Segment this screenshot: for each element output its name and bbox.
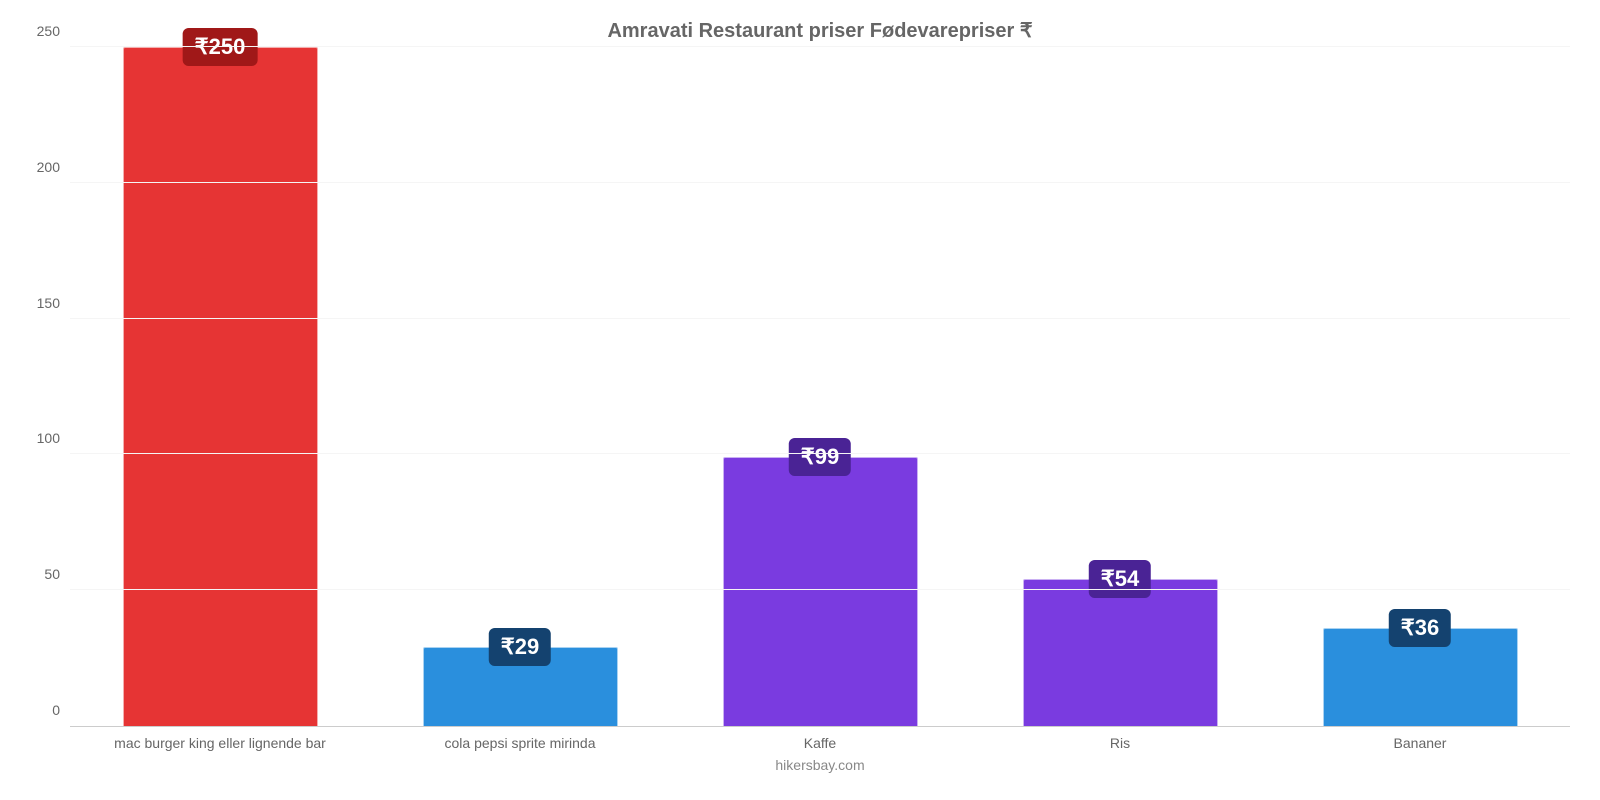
value-badge: ₹36 (1389, 609, 1451, 647)
value-badge: ₹54 (1089, 560, 1151, 598)
bar-slot: ₹36 (1270, 47, 1570, 726)
chart-title: Amravati Restaurant priser Fødevareprise… (70, 10, 1570, 47)
value-badge: ₹99 (789, 438, 851, 476)
bar (1023, 579, 1218, 726)
bar-slot: ₹54 (970, 47, 1270, 726)
bar-slot: ₹29 (370, 47, 670, 726)
y-tick-label: 100 (37, 430, 70, 446)
x-axis-label: Ris (970, 735, 1270, 751)
x-axis-label: Bananer (1270, 735, 1570, 751)
x-axis-label: mac burger king eller lignende bar (70, 735, 370, 751)
x-axis-labels: mac burger king eller lignende barcola p… (70, 727, 1570, 751)
gridline (70, 318, 1570, 319)
value-badge: ₹29 (489, 628, 551, 666)
y-tick-label: 0 (52, 702, 70, 718)
x-axis-label: cola pepsi sprite mirinda (370, 735, 670, 751)
y-tick-label: 250 (37, 23, 70, 39)
x-axis-label: Kaffe (670, 735, 970, 751)
bar (123, 47, 318, 726)
gridline (70, 46, 1570, 47)
y-tick-label: 50 (44, 566, 70, 582)
gridline (70, 589, 1570, 590)
gridline (70, 453, 1570, 454)
y-tick-label: 200 (37, 159, 70, 175)
bar-slot: ₹99 (670, 47, 970, 726)
plot-area: ₹250₹29₹99₹54₹36 050100150200250 (70, 47, 1570, 727)
value-badge: ₹250 (183, 28, 258, 66)
bar-slot: ₹250 (70, 47, 370, 726)
chart-container: Amravati Restaurant priser Fødevareprise… (0, 0, 1600, 800)
bars-row: ₹250 ₹29 ₹99 ₹54 ₹36 (70, 47, 1570, 726)
bar (723, 457, 918, 726)
attribution-text: hikersbay.com (70, 751, 1570, 773)
gridline (70, 182, 1570, 183)
y-tick-label: 150 (37, 295, 70, 311)
